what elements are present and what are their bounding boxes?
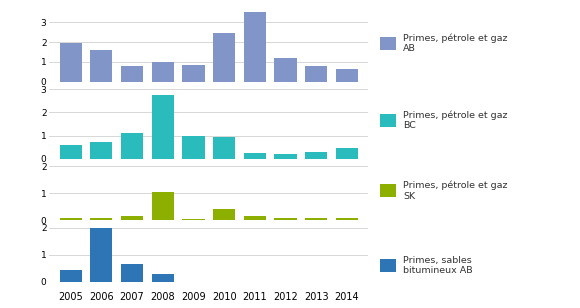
Bar [121,66,143,82]
Text: Primes, pétrole et gaz
SK: Primes, pétrole et gaz SK [403,180,508,201]
Bar [90,50,113,82]
Bar [305,152,327,159]
Text: Primes, pétrole et gaz
AB: Primes, pétrole et gaz AB [403,34,508,54]
Bar [336,217,358,220]
Bar [121,133,143,159]
Bar [336,69,358,82]
Bar [274,154,296,159]
Bar [274,58,296,82]
Bar [90,228,113,282]
Bar [244,12,266,82]
Bar [213,33,235,82]
Bar [213,137,235,159]
Bar [183,136,205,159]
Bar [152,62,174,82]
Bar [152,274,174,282]
Bar [183,65,205,82]
Bar [152,95,174,159]
Bar [60,145,82,159]
Bar [90,142,113,159]
Bar [244,216,266,220]
Bar [90,218,113,220]
Bar [213,209,235,220]
Bar [274,217,296,220]
Text: Primes, pétrole et gaz
BC: Primes, pétrole et gaz BC [403,111,508,131]
Bar [183,219,205,220]
Bar [305,66,327,82]
Bar [121,264,143,282]
Bar [121,216,143,220]
Bar [336,148,358,159]
Bar [305,217,327,220]
Bar [60,43,82,82]
Bar [60,270,82,282]
Bar [60,218,82,220]
Text: Primes, sables
bitumineux AB: Primes, sables bitumineux AB [403,256,473,275]
Bar [152,192,174,220]
Bar [244,153,266,159]
